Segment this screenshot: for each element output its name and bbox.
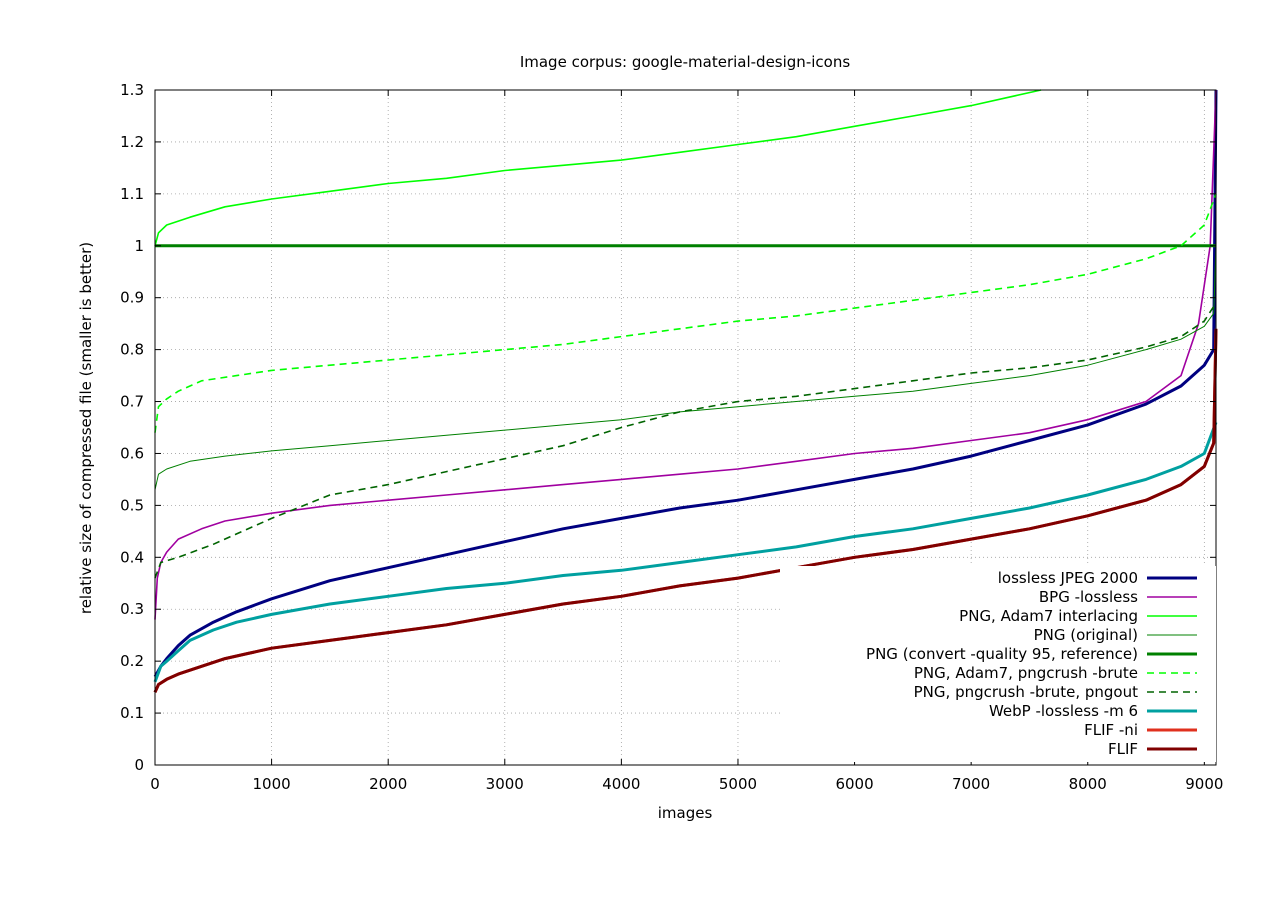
chart-title: Image corpus: google-material-design-ico… bbox=[520, 53, 851, 71]
y-tick-label: 0.6 bbox=[120, 444, 144, 462]
plot-frame bbox=[154, 89, 1217, 766]
legend-label: lossless JPEG 2000 bbox=[998, 569, 1138, 587]
x-tick-label: 4000 bbox=[602, 775, 640, 793]
series-line-flif bbox=[153, 328, 1218, 693]
y-tick-label: 1.3 bbox=[120, 81, 144, 99]
legend-label: PNG (original) bbox=[1034, 626, 1138, 644]
y-tick-label: 1 bbox=[134, 237, 144, 255]
x-tick-label: 6000 bbox=[835, 775, 873, 793]
x-axis-label: images bbox=[658, 804, 713, 822]
y-tick-label: 0.3 bbox=[120, 600, 144, 618]
y-tick-label: 0.7 bbox=[120, 393, 144, 411]
y-tick-label: 0.1 bbox=[120, 704, 144, 722]
legend-label: FLIF bbox=[1108, 740, 1138, 758]
series-line-webp-lossless-m-6 bbox=[153, 421, 1218, 683]
y-tick-label: 0.2 bbox=[120, 652, 144, 670]
x-tick-label: 8000 bbox=[1069, 775, 1107, 793]
legend-label: FLIF -ni bbox=[1084, 721, 1138, 739]
y-tick-label: 0.8 bbox=[120, 341, 144, 359]
series-line-bpg-lossless bbox=[154, 89, 1217, 620]
legend-label: PNG, Adam7, pngcrush -brute bbox=[914, 664, 1138, 682]
series-line-png-adam7-pngcrush-brute bbox=[154, 193, 1217, 433]
legend-label: PNG (convert -quality 95, reference) bbox=[866, 645, 1138, 663]
ticks: 0 1000 2000 3000 4000 5000 6000 7000 8000 9000 0 0.… bbox=[120, 81, 1223, 793]
y-tick-label: 0.5 bbox=[120, 496, 144, 514]
legend-label: PNG, pngcrush -brute, pngout bbox=[914, 683, 1138, 701]
series-line-png-adam7-interlacing bbox=[154, 89, 1042, 247]
x-tick-label: 5000 bbox=[719, 775, 757, 793]
legend-background bbox=[780, 566, 1216, 762]
legend-label: PNG, Adam7 interlacing bbox=[959, 607, 1138, 625]
series-line-lossless-jpeg-2000 bbox=[153, 89, 1218, 678]
series-group bbox=[153, 89, 1218, 693]
x-tick-label: 7000 bbox=[952, 775, 990, 793]
series-line-png-pngcrush-brute-pngout bbox=[154, 302, 1217, 579]
legend-label: WebP -lossless -m 6 bbox=[989, 702, 1138, 720]
legend-label: BPG -lossless bbox=[1039, 588, 1138, 606]
x-tick-label: 1000 bbox=[252, 775, 290, 793]
y-axis-label: relative size of compressed file (smalle… bbox=[77, 242, 95, 614]
y-tick-label: 1.2 bbox=[120, 133, 144, 151]
x-tick-label: 0 bbox=[150, 775, 160, 793]
y-tick-label: 0.4 bbox=[120, 548, 144, 566]
x-tick-label: 9000 bbox=[1185, 775, 1223, 793]
y-tick-label: 1.1 bbox=[120, 185, 144, 203]
y-tick-label: 0 bbox=[134, 756, 144, 774]
x-tick-label: 3000 bbox=[486, 775, 524, 793]
y-tick-label: 0.9 bbox=[120, 289, 144, 307]
x-tick-label: 2000 bbox=[369, 775, 407, 793]
